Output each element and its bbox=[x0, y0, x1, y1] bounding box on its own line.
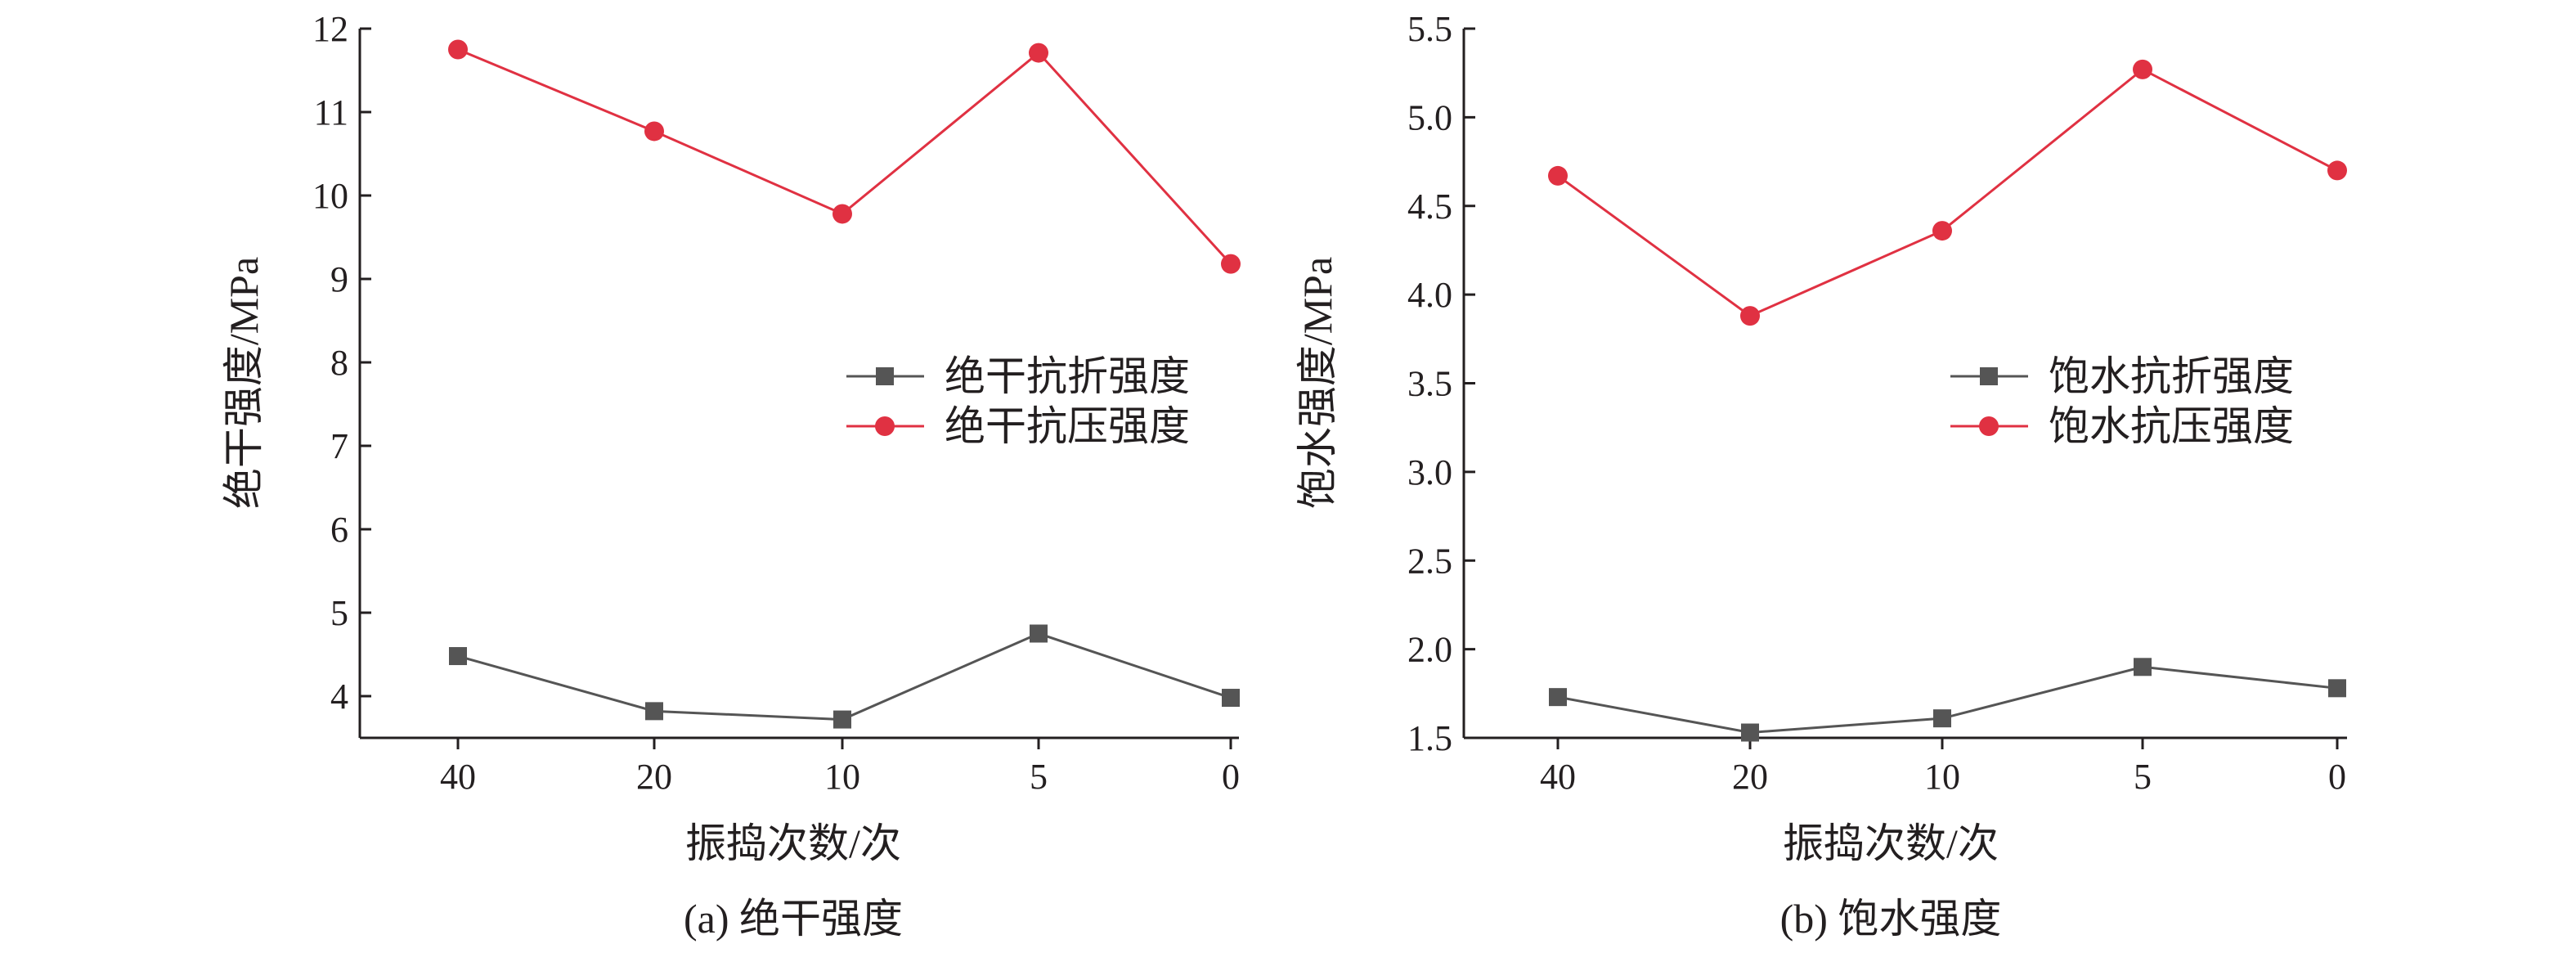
data-point-square-b-0-3 bbox=[2134, 658, 2152, 677]
x-tick-label-b-2: 10 bbox=[1924, 757, 1960, 797]
x-tick-label-b-0: 40 bbox=[1540, 757, 1576, 797]
series-line-a-1 bbox=[457, 48, 1232, 265]
data-point-circle-b-1-3 bbox=[2133, 59, 2152, 79]
y-tick-label-a-6: 10 bbox=[312, 176, 348, 216]
x-axis-title-b: 振捣次数/次 bbox=[1783, 820, 1999, 866]
y-axis-title-b: 饱水强度/MPa bbox=[1295, 257, 1340, 509]
caption-b: (b) 饱水强度 bbox=[1780, 896, 2002, 942]
y-tick-label-a-4: 8 bbox=[330, 343, 348, 383]
series-group-b bbox=[1548, 59, 2347, 742]
series-line-a-0 bbox=[457, 632, 1232, 721]
y-tick-label-a-5: 9 bbox=[330, 259, 348, 299]
y-tick-label-b-2: 2.5 bbox=[1407, 541, 1452, 581]
x-tick-label-a-2: 10 bbox=[824, 757, 860, 797]
y-tick-label-b-8: 5.5 bbox=[1407, 9, 1452, 49]
y-tick-label-a-0: 4 bbox=[330, 677, 348, 717]
legend-item-b-1: 饱水抗压强度 bbox=[1950, 403, 2294, 449]
data-point-square-a-0-1 bbox=[645, 702, 663, 721]
data-point-square-b-0-2 bbox=[1933, 709, 1951, 728]
y-tick-label-a-2: 6 bbox=[330, 510, 348, 550]
x-tick-label-a-1: 20 bbox=[636, 757, 672, 797]
legend-label-a-0: 绝干抗折强度 bbox=[945, 353, 1190, 399]
y-tick-label-b-1: 2.0 bbox=[1407, 630, 1452, 670]
legend-item-a-0: 绝干抗折强度 bbox=[846, 353, 1190, 399]
legend-item-b-0: 饱水抗折强度 bbox=[1950, 353, 2294, 399]
data-point-square-b-0-0 bbox=[1549, 688, 1567, 707]
y-ticks-b: 1.5 2.0 2.5 3.0 3.5 4.0 4.5 5.0 5.5 bbox=[1407, 9, 1475, 758]
y-tick-label-b-4: 3.5 bbox=[1407, 364, 1452, 404]
data-point-circle-a-1-0 bbox=[448, 39, 468, 60]
chart-panel-b: 1.5 2.0 2.5 3.0 3.5 4.0 4.5 5.0 5.5 40 20 10 5 0 饱水强… bbox=[1295, 9, 2347, 942]
legend-item-a-1: 绝干抗压强度 bbox=[846, 403, 1190, 449]
series-line-b-1 bbox=[1557, 68, 2338, 317]
legend-b: 饱水抗折强度 饱水抗压强度 bbox=[1950, 353, 2294, 449]
y-tick-label-b-6: 4.5 bbox=[1407, 187, 1452, 227]
x-tick-label-b-1: 20 bbox=[1732, 757, 1768, 797]
y-tick-label-b-0: 1.5 bbox=[1407, 718, 1452, 758]
caption-a: (a) 绝干强度 bbox=[684, 896, 903, 942]
data-point-square-b-0-4 bbox=[2328, 679, 2346, 698]
y-tick-label-a-1: 5 bbox=[330, 593, 348, 633]
legend-circle-marker-a-1 bbox=[875, 416, 895, 436]
series-group-a bbox=[448, 39, 1241, 729]
data-point-circle-b-1-0 bbox=[1548, 165, 1568, 186]
data-point-circle-b-1-4 bbox=[2327, 160, 2347, 181]
data-point-circle-b-1-2 bbox=[1932, 221, 1952, 241]
chart-panel-a: 4 5 6 7 8 9 10 11 12 40 20 10 5 0 绝干强度/MPa 振捣次数/次 (a… bbox=[221, 9, 1241, 942]
y-tick-label-b-5: 4.0 bbox=[1407, 275, 1452, 315]
legend-circle-marker-b-1 bbox=[1979, 416, 1999, 436]
legend-square-marker-b-0 bbox=[1980, 367, 1998, 385]
legend-label-b-0: 饱水抗折强度 bbox=[2049, 353, 2294, 399]
data-point-square-a-0-3 bbox=[1030, 624, 1048, 643]
y-tick-label-b-7: 5.0 bbox=[1407, 97, 1452, 137]
data-point-square-b-0-1 bbox=[1741, 723, 1759, 742]
y-tick-label-a-8: 12 bbox=[312, 9, 348, 49]
x-tick-label-a-3: 5 bbox=[1030, 757, 1048, 797]
legend-label-a-1: 绝干抗压强度 bbox=[945, 403, 1190, 449]
x-tick-label-b-4: 0 bbox=[2328, 757, 2346, 797]
data-point-square-a-0-0 bbox=[449, 647, 467, 666]
x-tick-label-a-4: 0 bbox=[1222, 757, 1240, 797]
y-ticks-a: 4 5 6 7 8 9 10 11 12 bbox=[312, 9, 371, 717]
data-point-square-a-0-2 bbox=[833, 710, 851, 729]
x-tick-label-a-0: 40 bbox=[440, 757, 476, 797]
data-point-circle-a-1-4 bbox=[1221, 254, 1241, 274]
data-point-square-a-0-4 bbox=[1222, 689, 1240, 708]
y-axis-title-a: 绝干强度/MPa bbox=[221, 257, 267, 509]
data-point-circle-b-1-1 bbox=[1740, 306, 1760, 326]
data-point-circle-a-1-3 bbox=[1029, 43, 1048, 63]
x-ticks-b: 40 20 10 5 0 bbox=[1540, 738, 2346, 797]
legend-square-marker-a-0 bbox=[876, 367, 894, 385]
x-tick-label-b-3: 5 bbox=[2134, 757, 2152, 797]
y-tick-label-b-3: 3.0 bbox=[1407, 452, 1452, 492]
legend-label-b-1: 饱水抗压强度 bbox=[2049, 403, 2294, 449]
data-point-circle-a-1-2 bbox=[832, 204, 852, 224]
legend-a: 绝干抗折强度 绝干抗压强度 bbox=[846, 353, 1190, 449]
x-ticks-a: 40 20 10 5 0 bbox=[440, 738, 1240, 797]
x-axis-title-a: 振捣次数/次 bbox=[685, 820, 901, 866]
axes-a bbox=[358, 29, 1239, 739]
y-tick-label-a-7: 11 bbox=[314, 92, 348, 133]
data-point-circle-a-1-1 bbox=[644, 121, 664, 142]
y-tick-label-a-3: 7 bbox=[330, 426, 348, 466]
